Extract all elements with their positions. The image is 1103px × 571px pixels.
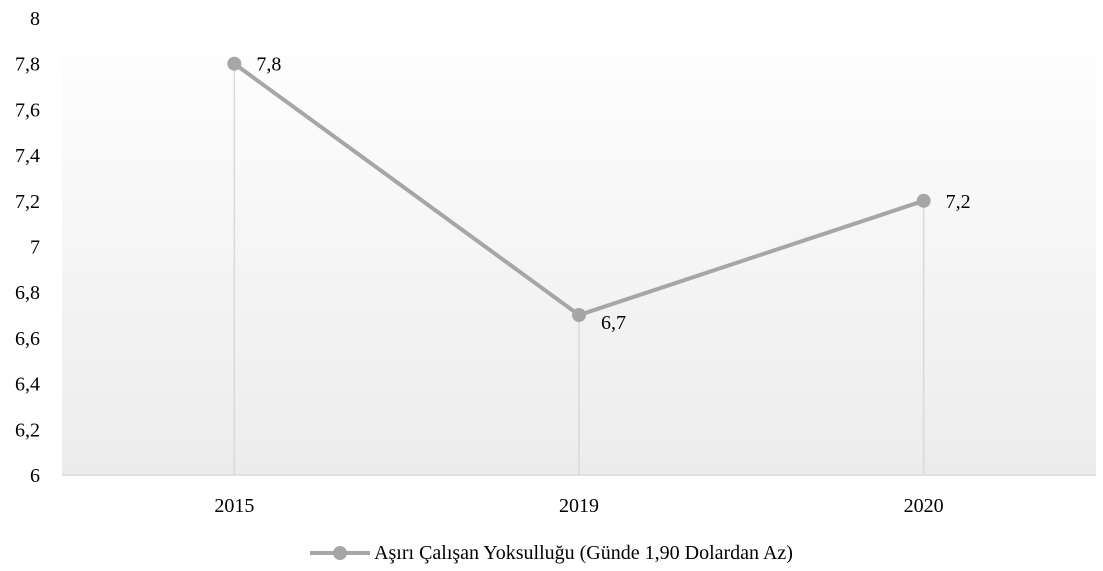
y-tick-label: 8	[30, 8, 40, 30]
y-tick-label: 7,8	[15, 54, 40, 76]
data-label: 7,2	[946, 191, 971, 213]
x-axis: 2015 2019 2020	[214, 495, 943, 517]
x-tick-label: 2015	[214, 495, 254, 517]
data-label: 6,7	[601, 312, 626, 334]
drop-lines	[233, 63, 925, 475]
y-tick-label: 6,2	[15, 419, 40, 441]
data-point	[227, 56, 242, 71]
y-tick-label: 7	[30, 237, 40, 259]
y-axis: 6 6,2 6,4 6,6 6,8 7 7,2 7,4 7,6 7,8 8	[15, 8, 40, 487]
y-tick-label: 6,8	[15, 282, 40, 304]
legend-item: Aşırı Çalışan Yoksulluğu (Günde 1,90 Dol…	[310, 542, 793, 565]
series-line	[227, 56, 931, 323]
x-tick-label: 2019	[559, 495, 599, 517]
data-label: 7,8	[256, 54, 281, 76]
legend-marker-icon	[310, 546, 371, 560]
legend: Aşırı Çalışan Yoksulluğu (Günde 1,90 Dol…	[0, 538, 1103, 568]
data-point	[572, 308, 586, 323]
legend-label: Aşırı Çalışan Yoksulluğu (Günde 1,90 Dol…	[374, 541, 793, 564]
data-point	[916, 193, 931, 208]
data-labels: 7,8 6,7 7,2	[256, 54, 970, 334]
y-tick-label: 6,4	[15, 374, 40, 396]
y-tick-label: 7,4	[15, 145, 40, 167]
y-tick-label: 6,6	[15, 328, 40, 350]
y-tick-label: 7,6	[15, 99, 40, 121]
x-tick-label: 2020	[904, 495, 944, 517]
y-tick-label: 7,2	[15, 191, 40, 213]
y-tick-label: 6	[30, 465, 40, 487]
